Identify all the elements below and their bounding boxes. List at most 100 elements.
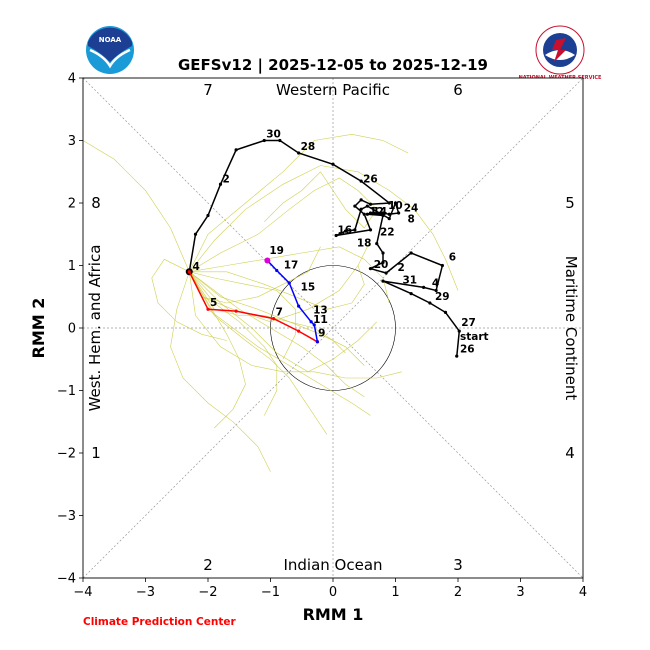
day-label: 19 — [269, 245, 284, 257]
phase-label-7: 7 — [203, 81, 213, 99]
day-label: 4 — [193, 261, 200, 273]
day-label: 8 — [408, 213, 415, 225]
observed-point — [262, 138, 266, 143]
observed-point — [381, 213, 385, 218]
noaa-logo-gull — [89, 48, 131, 69]
x-tick-label: −4 — [73, 585, 92, 600]
observed-point — [397, 211, 401, 215]
ensemble-members — [82, 133, 459, 472]
observed-point — [443, 310, 448, 314]
chart-title: GEFSv12 | 2025-12-05 to 2025-12-19 — [178, 56, 488, 75]
observed-point — [375, 211, 379, 215]
day-label: 24 — [404, 203, 419, 215]
y-tick-label: 3 — [68, 134, 76, 149]
day-label: 17 — [284, 260, 299, 272]
ensemble-member-line — [189, 246, 390, 304]
phase-label-2: 2 — [203, 556, 213, 574]
observed-point — [218, 182, 223, 186]
day-label: 2 — [398, 262, 405, 274]
observed-point — [455, 354, 459, 358]
observed-point — [353, 204, 357, 208]
observed-point — [440, 263, 444, 268]
observed-point — [457, 329, 461, 333]
day-label: 28 — [301, 141, 316, 153]
day-label: 7 — [276, 306, 283, 318]
forecast-week2-point — [287, 281, 291, 285]
observed-point — [331, 162, 335, 166]
day-label: 26 — [460, 343, 475, 355]
observed-point — [193, 232, 198, 236]
ensemble-member-line — [189, 271, 246, 429]
day-label: 30 — [266, 128, 281, 140]
x-tick-label: 4 — [579, 585, 587, 600]
observed-point — [428, 301, 432, 305]
nws-logo-bolt — [552, 38, 566, 62]
forecast-week2-point — [312, 323, 316, 327]
day-label: 26 — [363, 173, 378, 185]
y-tick-label: 1 — [68, 259, 76, 274]
day-label: 11 — [313, 314, 328, 326]
ensemble-member-line — [189, 171, 378, 273]
observed-point — [365, 204, 369, 208]
observed-point — [375, 242, 379, 246]
region-label-right: Maritime Continent — [562, 256, 580, 401]
x-tick-label: 1 — [391, 585, 399, 600]
ensemble-member-line — [189, 271, 371, 416]
observed-point — [234, 148, 238, 152]
observed-point — [409, 292, 413, 296]
ensemble-member-line — [189, 271, 296, 360]
observed-point — [409, 251, 413, 255]
x-tick-label: −1 — [261, 585, 280, 600]
observed-point — [353, 228, 357, 232]
forecast-week2-point — [315, 340, 319, 344]
nws-logo: NATIONAL WEATHER SERVICE — [519, 25, 602, 81]
day-label: 13 — [313, 305, 328, 317]
observed-point — [434, 288, 438, 293]
observed-point — [368, 228, 373, 232]
x-tick-label: 3 — [516, 585, 524, 600]
day-label: 18 — [357, 238, 372, 250]
ensemble-member-line — [189, 271, 328, 435]
observed-point — [384, 271, 388, 275]
y-tick-label: 0 — [68, 322, 76, 337]
observed-point — [368, 267, 373, 271]
observed-point — [387, 212, 391, 216]
region-label-left: West. Hem. and Africa — [86, 245, 104, 412]
phase-label-8: 8 — [91, 194, 101, 212]
observed-point — [381, 251, 385, 255]
y-tick-label: 4 — [68, 72, 76, 87]
forecast-week2-point — [309, 320, 313, 324]
ensemble-member-line — [170, 271, 271, 472]
x-axis-label: RMM 1 — [303, 605, 364, 624]
observed-point — [422, 285, 426, 289]
observed-point — [297, 151, 301, 155]
x-axis-ticks: −4 −3 −2 −1 0 1 2 3 4 — [73, 578, 587, 600]
y-axis-ticks: −4 −3 −2 −1 0 1 2 3 4 — [57, 72, 83, 587]
x-tick-label: 0 — [329, 585, 337, 600]
ensemble-member-line — [189, 265, 365, 310]
region-label-top: Western Pacific — [276, 81, 390, 99]
forecast-week1-point — [234, 309, 238, 313]
observed-point — [372, 211, 376, 215]
forecast-week2-point — [297, 304, 301, 308]
observed-point — [387, 217, 391, 221]
ensemble-member-line — [189, 165, 459, 291]
day-label: 15 — [301, 281, 316, 293]
noaa-logo-text: NOAA — [99, 36, 122, 44]
credit-label: Climate Prediction Center — [83, 616, 236, 628]
forecast-week1-point — [297, 329, 301, 333]
day-label: 22 — [380, 226, 395, 238]
phase-label-4: 4 — [565, 444, 575, 462]
observed-point — [368, 202, 373, 206]
forecast-week1-point — [206, 307, 210, 311]
day-label: 16 — [338, 225, 353, 237]
ensemble-member-line — [189, 271, 378, 373]
phase-label-6: 6 — [453, 81, 463, 99]
noaa-logo-top — [88, 27, 132, 62]
observed-point — [278, 138, 282, 143]
y-tick-label: −2 — [57, 447, 76, 462]
y-tick-label: 2 — [68, 197, 76, 212]
y-tick-label: −3 — [57, 509, 76, 524]
observed-trajectory — [185, 138, 461, 358]
